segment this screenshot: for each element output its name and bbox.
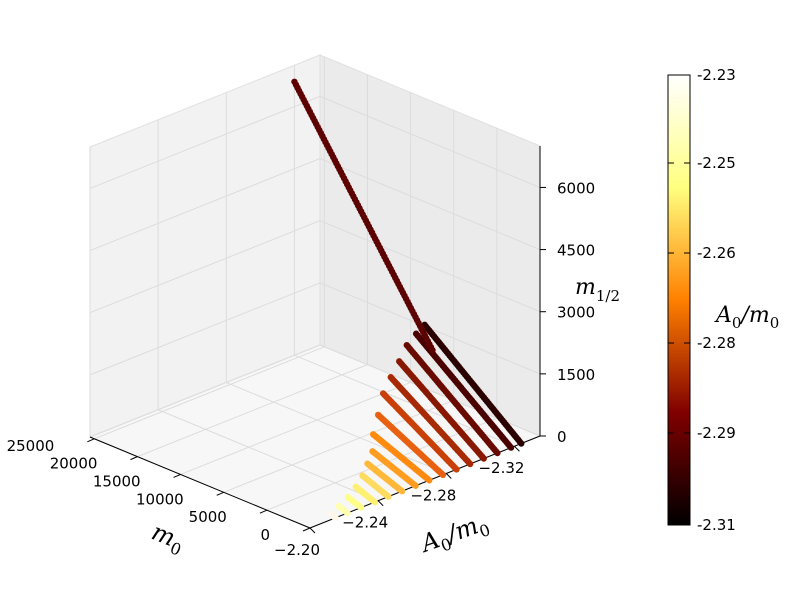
z-tick-label: 3000 [557,304,595,322]
x-axis-line [89,436,311,529]
colorbar-tick-label: -2.28 [697,334,736,352]
data-point [369,448,376,455]
data-point [364,460,371,467]
x-tick-label: 15000 [93,472,141,490]
3d-axes: 2500020000150001000050000−2.20−2.24−2.28… [7,54,620,562]
colorbar-tick-label: -2.31 [697,516,736,534]
data-points [291,78,525,521]
x-tick-mark [302,527,311,532]
colorbar: -2.23 -2.25 -2.26 -2.28 -2.29 -2.31 A0/m0 [667,66,779,534]
x-tick-label: 5000 [189,508,227,526]
x-tick-mark [130,456,138,461]
y-tick-mark [445,473,452,479]
colorbar-ticks: -2.23 -2.25 -2.26 -2.28 -2.29 -2.31 [668,66,736,534]
data-point [396,358,403,365]
y-tick-label: −2.24 [342,514,388,532]
y-tick-label: −2.28 [410,486,456,504]
axis-ticks: 2500020000150001000050000−2.20−2.24−2.28… [7,179,596,559]
data-point [359,472,366,479]
x-axis-label: m0 [146,518,189,560]
colorbar-gradient [667,74,691,526]
colorbar-tick-label: -2.29 [697,424,736,442]
data-point [327,510,334,517]
colorbar-tick-label: -2.26 [697,244,736,262]
y-tick-label: −2.32 [478,459,524,477]
data-point [387,374,394,381]
y-tick-mark [377,500,384,507]
data-point [369,431,377,438]
data-point [352,483,359,490]
data-point [344,494,352,501]
z-tick-label: 6000 [557,179,595,197]
z-tick-label: 4500 [557,242,595,260]
colorbar-tick-label: -2.25 [697,154,736,172]
grid-line [180,382,411,475]
x-tick-mark [87,438,95,443]
z-tick-label: 1500 [557,366,595,384]
y-tick-mark [514,445,520,452]
grid-line [89,220,541,314]
data-point [335,502,343,510]
x-tick-label: 25000 [7,437,55,455]
colorbar-label: A0/m0 [714,303,779,332]
x-tick-label: 10000 [136,490,184,508]
data-point [374,411,382,419]
y-axis-label: A0/m0 [416,508,493,562]
data-point [291,78,298,85]
grid-line [94,346,325,440]
data-point [379,390,387,397]
x-tick-mark [216,491,224,496]
x-tick-mark [259,509,268,514]
y-tick-label: −2.20 [274,541,320,559]
grid-line [223,399,454,493]
z-axis-label: m1/2 [575,275,620,305]
x-tick-label: 0 [260,526,270,544]
grid-line [137,364,368,458]
data-point [403,341,411,349]
x-tick-mark [173,474,181,478]
z-tick-label: 0 [557,428,567,446]
grid-line [89,95,541,189]
grid-line [226,382,447,474]
data-point [412,330,420,337]
colorbar-tick-label: -2.23 [697,66,736,84]
grid-line [89,344,541,438]
grid-line [157,409,379,502]
grid-line [89,282,541,376]
x-tick-label: 20000 [50,455,98,473]
grid-line [89,158,541,252]
y-tick-mark [309,527,316,534]
